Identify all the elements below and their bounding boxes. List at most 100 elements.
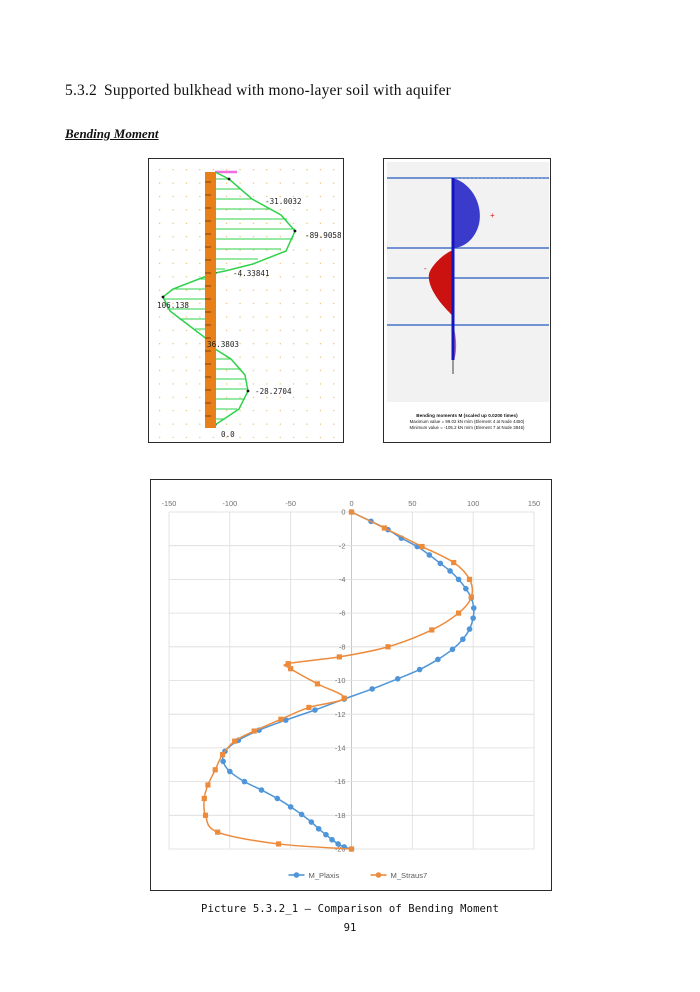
legend-label: M_Straus7	[391, 871, 428, 880]
data-point-marker	[251, 728, 257, 734]
data-point-marker	[447, 568, 453, 574]
series-m_straus7	[201, 509, 474, 852]
y-axis-tick-label: -14	[335, 744, 346, 753]
x-axis-tick-label: 150	[528, 499, 540, 508]
y-axis-tick-label: -4	[339, 575, 346, 584]
section-number: 5.3.2	[65, 82, 97, 99]
comparison-chart-svg: -150 -100 -50 0 50 100 150 0 -2 -4 -6 -8 -10 -12 -14 -1…	[162, 499, 541, 880]
straus7-caption-title: Bending moments M (scaled up 0.0200 time…	[416, 412, 518, 418]
moment-label-value: 36.3803	[207, 340, 239, 349]
straus7-caption-min: Minimum value = -105.2 kN m/m (Element 7…	[409, 424, 525, 430]
data-point-marker	[275, 841, 282, 847]
data-point-marker	[341, 695, 347, 701]
data-point-marker	[308, 819, 315, 825]
straus7-caption-max: Maximum value = 99.02 kN m/m (Element 4 …	[409, 418, 525, 424]
data-point-marker	[201, 795, 207, 802]
data-point-marker	[460, 636, 466, 643]
page-title: 5.3.2 Supported bulkhead with mono-layer …	[65, 82, 451, 100]
data-point-marker	[329, 836, 335, 843]
data-point-marker	[435, 656, 441, 663]
section-title: Supported bulkhead with mono-layer soil …	[104, 82, 452, 99]
data-point-marker	[437, 560, 444, 567]
data-point-marker	[306, 704, 312, 711]
data-point-marker	[381, 525, 387, 531]
moment-envelope-lower	[214, 348, 249, 426]
moment-label-value: -4.33841	[233, 269, 270, 278]
data-point-marker	[274, 795, 281, 802]
y-axis-tick-label: -10	[335, 676, 346, 685]
straus7-svg: + -	[387, 162, 549, 402]
data-point-marker	[385, 644, 391, 650]
positive-moment-area	[453, 178, 480, 248]
data-point-marker	[298, 811, 305, 818]
data-point-marker	[288, 666, 294, 672]
data-point-marker	[468, 594, 474, 600]
series-m_plaxis	[220, 509, 477, 852]
data-point-marker	[287, 804, 294, 810]
data-point-marker	[312, 707, 318, 713]
data-point-marker	[202, 812, 209, 818]
y-axis-tick-label: -2	[339, 541, 346, 550]
moment-label-value: 0.0	[221, 430, 235, 439]
data-point-marker	[336, 654, 342, 660]
data-point-marker	[466, 626, 473, 632]
data-point-marker	[219, 752, 226, 758]
y-axis-tick-label: 0	[341, 508, 345, 517]
moment-label-value: -89.9058	[305, 231, 341, 240]
data-point-marker	[278, 716, 284, 722]
data-point-marker	[220, 758, 226, 765]
plus-sign-marker: +	[490, 211, 495, 220]
legend-label: M_Plaxis	[309, 871, 340, 880]
data-point-marker	[285, 661, 291, 667]
data-point-marker	[205, 782, 211, 788]
subheading-bending-moment: Bending Moment	[65, 126, 159, 141]
legend-item[interactable]: M_Plaxis	[288, 871, 340, 880]
figure-caption: Picture 5.3.2_1 – Comparison of Bending …	[201, 903, 499, 915]
data-point-marker	[314, 681, 321, 687]
data-point-marker	[394, 676, 401, 682]
data-point-marker	[258, 787, 265, 793]
y-axis-tick-label: -6	[339, 609, 346, 618]
x-axis-tick-label: -150	[162, 499, 177, 508]
data-point-marker	[429, 627, 435, 633]
data-point-marker	[215, 829, 221, 835]
negative-moment-area	[428, 250, 453, 319]
data-point-marker	[426, 552, 433, 558]
plaxis-plot-area: -31.0032 -89.9058 -4.33841 106.138 36.38…	[153, 163, 341, 439]
data-point-marker	[241, 778, 248, 785]
moment-hatch-lines	[163, 178, 295, 420]
data-point-marker	[455, 576, 462, 583]
data-point-marker	[335, 841, 341, 847]
y-axis-tick-label: -18	[335, 811, 346, 820]
x-axis-tick-label: -100	[222, 499, 237, 508]
data-point-marker	[283, 717, 289, 723]
data-point-marker	[451, 559, 457, 566]
moment-label-value: -31.0032	[265, 197, 302, 206]
y-axis-tick-label: -16	[335, 777, 346, 786]
x-axis-tick-label: 0	[349, 499, 353, 508]
data-point-marker	[227, 768, 233, 775]
straus7-plot-area: + -	[387, 162, 549, 402]
moment-label-value: -28.2704	[255, 387, 292, 396]
figure-straus7: + - Bending moments M (scaled up 0.0200 …	[383, 158, 551, 443]
data-point-marker	[348, 509, 355, 515]
data-point-marker	[416, 666, 423, 673]
page-number: 91	[343, 922, 357, 934]
x-axis-tick-label: 100	[467, 499, 479, 508]
data-point-marker	[212, 767, 218, 773]
legend-item[interactable]: M_Straus7	[370, 871, 428, 880]
data-point-marker	[232, 738, 238, 744]
y-axis-tick-label: -12	[335, 710, 346, 719]
data-point-marker	[470, 615, 476, 621]
moment-envelope-upper	[214, 171, 296, 274]
data-point-marker	[455, 610, 462, 616]
data-point-marker	[315, 825, 322, 832]
data-point-marker	[466, 576, 473, 582]
data-point-marker	[449, 646, 456, 653]
data-point-marker	[463, 585, 469, 592]
moment-label-value: 106.138	[157, 301, 189, 310]
plaxis-svg: -31.0032 -89.9058 -4.33841 106.138 36.38…	[157, 170, 341, 439]
straus7-caption: Bending moments M (scaled up 0.0200 time…	[387, 403, 547, 439]
comparison-chart: -150 -100 -50 0 50 100 150 0 -2 -4 -6 -8 -10 -12 -14 -1…	[150, 479, 552, 891]
